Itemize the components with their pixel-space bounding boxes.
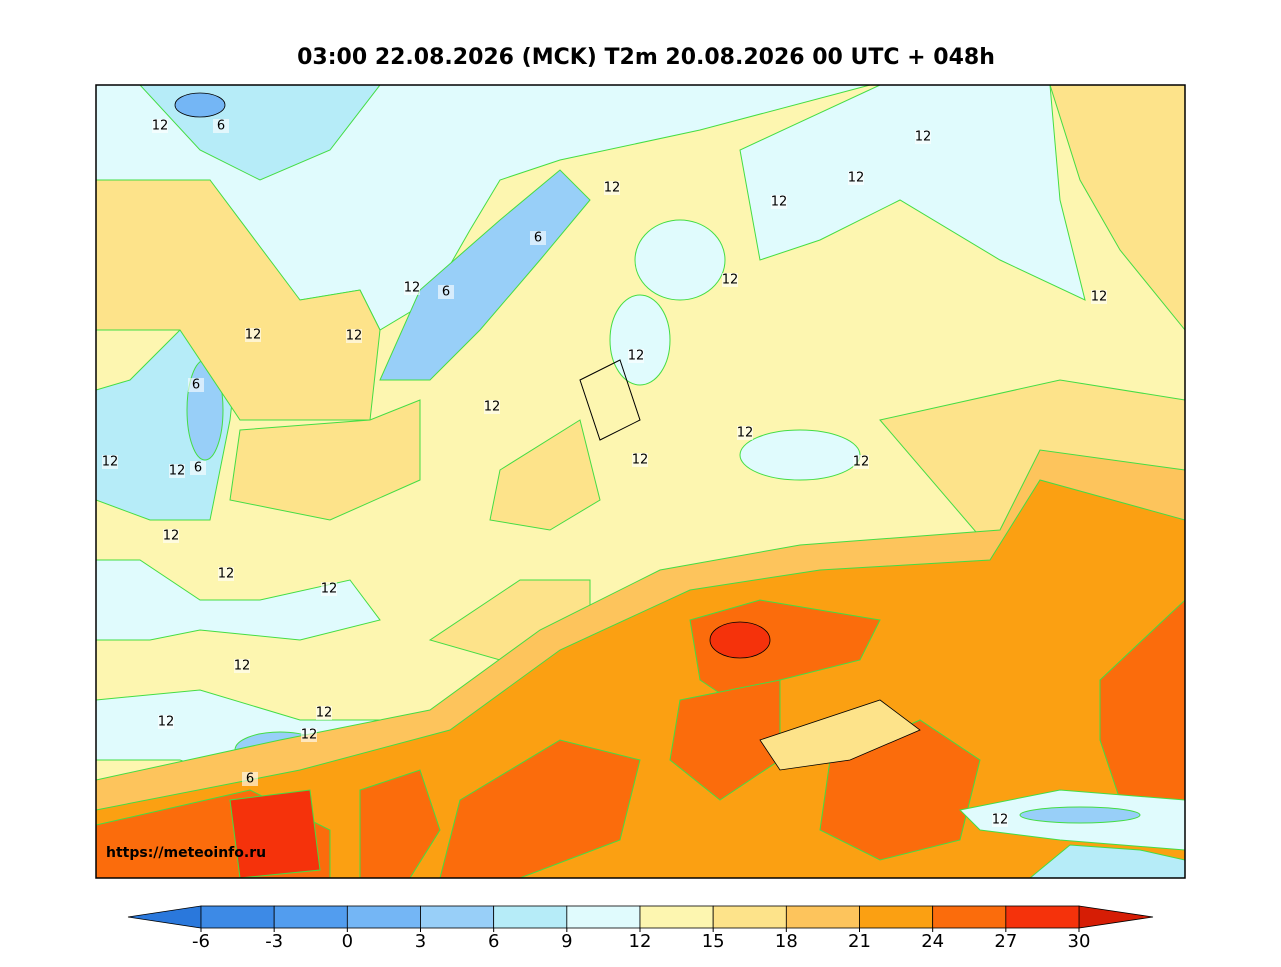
contour-label: 12 (152, 119, 169, 134)
contour-label: 12 (158, 715, 175, 730)
colorbar-segment (346, 905, 421, 929)
colorbar-tick-label: 18 (775, 931, 798, 952)
contour-label: 6 (246, 772, 254, 787)
contour-label-bg (188, 378, 204, 392)
map-field (96, 85, 1185, 878)
colorbar-segment (493, 905, 568, 929)
contour-label-bg (169, 464, 185, 478)
colorbar-segment (420, 905, 495, 929)
contour-label: 12 (853, 455, 870, 470)
contour-label-bg (102, 455, 118, 469)
colorbar-tick-label: 27 (994, 931, 1017, 952)
map-frame (95, 84, 1186, 879)
contour-label-bg (1091, 290, 1107, 304)
colorbar-under (127, 905, 202, 929)
contour-label-bg (722, 273, 738, 287)
contour-label: 12 (321, 582, 338, 597)
contour-label-bg (190, 461, 206, 475)
colorbar-tick-label: 30 (1068, 931, 1091, 952)
contour-label: 12 (722, 273, 739, 288)
contour-label-bg (163, 529, 179, 543)
contour-label: 12 (316, 706, 333, 721)
contour-label-bg (848, 171, 864, 185)
contour-label-bg (604, 181, 620, 195)
contour-label-bg (234, 659, 250, 673)
colorbar-segment (785, 905, 860, 929)
colorbar-segment (712, 905, 787, 929)
contour-label-bg (158, 715, 174, 729)
colorbar: -6 -3 0 3 6 9 12 15 18 21 24 27 30 (127, 905, 1154, 952)
contour-label-bg (242, 772, 258, 786)
colorbar-segment (566, 905, 641, 929)
colorbar-over (1078, 905, 1154, 929)
contour-label-bg (737, 426, 753, 440)
map-title: 03:00 22.08.2026 (MCK) T2m 20.08.2026 00… (297, 45, 995, 70)
contour-label: 12 (848, 171, 865, 186)
contour-label-bg (404, 281, 420, 295)
colorbar-segment (200, 905, 275, 929)
contour-label: 12 (915, 130, 932, 145)
contour-label-bg (152, 119, 168, 133)
colorbar-tick-label: 21 (848, 931, 871, 952)
contour-label: 12 (404, 281, 421, 296)
contour-label: 12 (218, 567, 235, 582)
contour-label: 6 (192, 378, 200, 393)
contour-label: 6 (534, 231, 542, 246)
contour-label-bg (301, 728, 317, 742)
contour-label-bg (316, 706, 332, 720)
contour-label: 12 (102, 455, 119, 470)
contour-label: 12 (737, 426, 754, 441)
contour-label: 6 (217, 119, 225, 134)
contour-label: 12 (169, 464, 186, 479)
colorbar-tick-label: 3 (415, 931, 426, 952)
colorbar-tick-label: 12 (629, 931, 652, 952)
contour-label: 12 (604, 181, 621, 196)
contour-label: 12 (771, 195, 788, 210)
colorbar-segment (273, 905, 348, 929)
contour-label: 12 (484, 400, 501, 415)
contour-label: 12 (632, 453, 649, 468)
contour-label: 12 (992, 813, 1009, 828)
colorbar-tick-label: 6 (488, 931, 499, 952)
contour-labels: 12 6 12 12 12 12 6 12 12 6 12 12 12 6 12 12 12 12 12 6 12 12 1… (102, 119, 1108, 828)
contour-label-bg (438, 285, 454, 299)
contour-label: 12 (1091, 290, 1108, 305)
contour-label: 12 (234, 659, 251, 674)
contour-label-bg (853, 455, 869, 469)
contour-label: 6 (442, 285, 450, 300)
colorbar-segment (932, 905, 1007, 929)
contour-label-bg (771, 195, 787, 209)
contour-label-bg (346, 329, 362, 343)
contour-label-bg (530, 231, 546, 245)
colorbar-tick-label: 0 (342, 931, 353, 952)
contour-label-bg (992, 813, 1008, 827)
contour-label: 12 (163, 529, 180, 544)
colorbar-segment (639, 905, 714, 929)
colorbar-segment (1005, 905, 1080, 929)
contour-label-bg (915, 130, 931, 144)
colorbar-tick-label: -6 (192, 931, 210, 952)
contour-label-bg (218, 567, 234, 581)
watermark: https://meteoinfo.ru (106, 845, 266, 861)
colorbar-segment (859, 905, 934, 929)
contour-label: 12 (346, 329, 363, 344)
contour-label-bg (213, 119, 229, 133)
contour-label-bg (245, 328, 261, 342)
colorbar-tick-label: 15 (702, 931, 725, 952)
colorbar-tick-label: -3 (265, 931, 283, 952)
contour-label-bg (632, 453, 648, 467)
contour-label: 6 (194, 461, 202, 476)
contour-label: 12 (301, 728, 318, 743)
contour-label: 12 (628, 349, 645, 364)
contour-label-bg (484, 400, 500, 414)
contour-label-bg (628, 349, 644, 363)
colorbar-tick-label: 24 (921, 931, 944, 952)
contour-label-bg (321, 582, 337, 596)
contour-label: 12 (245, 328, 262, 343)
colorbar-tick-label: 9 (561, 931, 572, 952)
